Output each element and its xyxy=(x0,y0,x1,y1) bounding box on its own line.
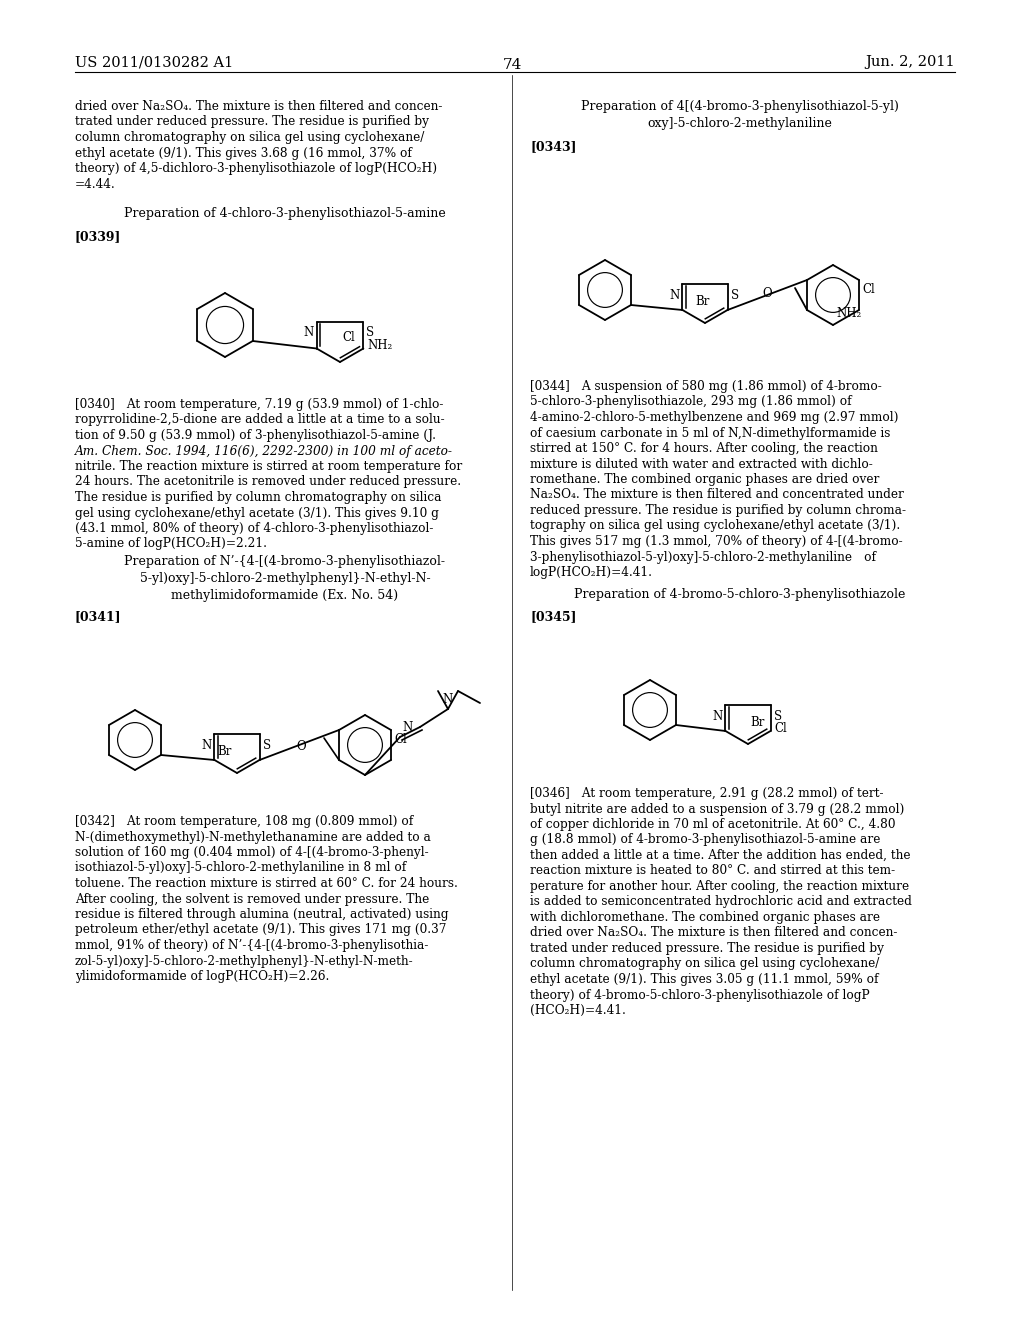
Text: isothiazol-5-yl)oxy]-5-chloro-2-methylaniline in 8 ml of: isothiazol-5-yl)oxy]-5-chloro-2-methylan… xyxy=(75,862,407,874)
Text: N: N xyxy=(303,326,313,339)
Text: theory) of 4-bromo-5-chloro-3-phenylisothiazole of logP: theory) of 4-bromo-5-chloro-3-phenylisot… xyxy=(530,989,869,1002)
Text: Preparation of 4-chloro-3-phenylisothiazol-5-amine: Preparation of 4-chloro-3-phenylisothiaz… xyxy=(124,207,445,220)
Text: residue is filtered through alumina (neutral, activated) using: residue is filtered through alumina (neu… xyxy=(75,908,449,921)
Text: logP(HCO₂H)=4.41.: logP(HCO₂H)=4.41. xyxy=(530,566,653,579)
Text: column chromatography on silica gel using cyclohexane/: column chromatography on silica gel usin… xyxy=(530,957,880,970)
Text: [0342] At room temperature, 108 mg (0.809 mmol) of: [0342] At room temperature, 108 mg (0.80… xyxy=(75,814,414,828)
Text: The residue is purified by column chromatography on silica: The residue is purified by column chroma… xyxy=(75,491,441,504)
Text: dried over Na₂SO₄. The mixture is then filtered and concen-: dried over Na₂SO₄. The mixture is then f… xyxy=(75,100,442,114)
Text: reaction mixture is heated to 80° C. and stirred at this tem-: reaction mixture is heated to 80° C. and… xyxy=(530,865,895,878)
Text: Preparation of N’-{4-[(4-bromo-3-phenylisothiazol-: Preparation of N’-{4-[(4-bromo-3-phenyli… xyxy=(125,554,445,568)
Text: (HCO₂H)=4.41.: (HCO₂H)=4.41. xyxy=(530,1005,626,1016)
Text: 5-yl)oxy]-5-chloro-2-methylphenyl}-N-ethyl-N-: 5-yl)oxy]-5-chloro-2-methylphenyl}-N-eth… xyxy=(139,572,430,585)
Text: =4.44.: =4.44. xyxy=(75,177,116,190)
Text: petroleum ether/ethyl acetate (9/1). This gives 171 mg (0.37: petroleum ether/ethyl acetate (9/1). Thi… xyxy=(75,924,446,936)
Text: Br: Br xyxy=(218,744,232,758)
Text: N: N xyxy=(202,739,212,752)
Text: of copper dichloride in 70 ml of acetonitrile. At 60° C., 4.80: of copper dichloride in 70 ml of acetoni… xyxy=(530,818,896,832)
Text: tion of 9.50 g (53.9 mmol) of 3-phenylisothiazol-5-amine (J.: tion of 9.50 g (53.9 mmol) of 3-phenylis… xyxy=(75,429,436,442)
Text: [0344] A suspension of 580 mg (1.86 mmol) of 4-bromo-: [0344] A suspension of 580 mg (1.86 mmol… xyxy=(530,380,882,393)
Text: S: S xyxy=(262,739,270,752)
Text: mixture is diluted with water and extracted with dichlo-: mixture is diluted with water and extrac… xyxy=(530,458,872,470)
Text: dried over Na₂SO₄. The mixture is then filtered and concen-: dried over Na₂SO₄. The mixture is then f… xyxy=(530,927,897,940)
Text: [0346] At room temperature, 2.91 g (28.2 mmol) of tert-: [0346] At room temperature, 2.91 g (28.2… xyxy=(530,787,884,800)
Text: US 2011/0130282 A1: US 2011/0130282 A1 xyxy=(75,55,233,69)
Text: zol-5-yl)oxy]-5-chloro-2-methylphenyl}-N-ethyl-N-meth-: zol-5-yl)oxy]-5-chloro-2-methylphenyl}-N… xyxy=(75,954,414,968)
Text: Preparation of 4-bromo-5-chloro-3-phenylisothiazole: Preparation of 4-bromo-5-chloro-3-phenyl… xyxy=(574,587,905,601)
Text: is added to semiconcentrated hydrochloric acid and extracted: is added to semiconcentrated hydrochlori… xyxy=(530,895,912,908)
Text: mmol, 91% of theory) of N’-{4-[(4-bromo-3-phenylisothia-: mmol, 91% of theory) of N’-{4-[(4-bromo-… xyxy=(75,939,428,952)
Text: S: S xyxy=(730,289,738,302)
Text: [0339]: [0339] xyxy=(75,230,122,243)
Text: of caesium carbonate in 5 ml of N,N-dimethylformamide is: of caesium carbonate in 5 ml of N,N-dime… xyxy=(530,426,891,440)
Text: Preparation of 4[(4-bromo-3-phenylisothiazol-5-yl): Preparation of 4[(4-bromo-3-phenylisothi… xyxy=(581,100,899,114)
Text: O: O xyxy=(763,286,772,300)
Text: stirred at 150° C. for 4 hours. After cooling, the reaction: stirred at 150° C. for 4 hours. After co… xyxy=(530,442,878,455)
Text: ethyl acetate (9/1). This gives 3.05 g (11.1 mmol, 59% of: ethyl acetate (9/1). This gives 3.05 g (… xyxy=(530,973,879,986)
Text: Na₂SO₄. The mixture is then filtered and concentrated under: Na₂SO₄. The mixture is then filtered and… xyxy=(530,488,904,502)
Text: N-(dimethoxymethyl)-N-methylethanamine are added to a: N-(dimethoxymethyl)-N-methylethanamine a… xyxy=(75,830,431,843)
Text: After cooling, the solvent is removed under pressure. The: After cooling, the solvent is removed un… xyxy=(75,892,429,906)
Text: [0345]: [0345] xyxy=(530,610,577,623)
Text: Cl: Cl xyxy=(342,331,354,345)
Text: [0340] At room temperature, 7.19 g (53.9 mmol) of 1-chlo-: [0340] At room temperature, 7.19 g (53.9… xyxy=(75,399,443,411)
Text: 5-amine of logP(HCO₂H)=2.21.: 5-amine of logP(HCO₂H)=2.21. xyxy=(75,537,267,550)
Text: [0341]: [0341] xyxy=(75,610,122,623)
Text: Br: Br xyxy=(750,715,764,729)
Text: Jun. 2, 2011: Jun. 2, 2011 xyxy=(865,55,955,69)
Text: then added a little at a time. After the addition has ended, the: then added a little at a time. After the… xyxy=(530,849,910,862)
Text: (43.1 mmol, 80% of theory) of 4-chloro-3-phenylisothiazol-: (43.1 mmol, 80% of theory) of 4-chloro-3… xyxy=(75,521,433,535)
Text: 74: 74 xyxy=(503,58,521,73)
Text: Cl: Cl xyxy=(862,282,874,296)
Text: 5-chloro-3-phenylisothiazole, 293 mg (1.86 mmol) of: 5-chloro-3-phenylisothiazole, 293 mg (1.… xyxy=(530,396,852,408)
Text: S: S xyxy=(367,326,375,339)
Text: perature for another hour. After cooling, the reaction mixture: perature for another hour. After cooling… xyxy=(530,880,909,894)
Text: Cl: Cl xyxy=(774,722,787,734)
Text: gel using cyclohexane/ethyl acetate (3/1). This gives 9.10 g: gel using cyclohexane/ethyl acetate (3/1… xyxy=(75,507,439,520)
Text: oxy]-5-chloro-2-methylaniline: oxy]-5-chloro-2-methylaniline xyxy=(647,117,833,129)
Text: Am. Chem. Soc. 1994, 116(6), 2292-2300) in 100 ml of aceto-: Am. Chem. Soc. 1994, 116(6), 2292-2300) … xyxy=(75,445,453,458)
Text: This gives 517 mg (1.3 mmol, 70% of theory) of 4-[(4-bromo-: This gives 517 mg (1.3 mmol, 70% of theo… xyxy=(530,535,902,548)
Text: NH₂: NH₂ xyxy=(836,308,861,319)
Text: theory) of 4,5-dichloro-3-phenylisothiazole of logP(HCO₂H): theory) of 4,5-dichloro-3-phenylisothiaz… xyxy=(75,162,437,176)
Text: tography on silica gel using cyclohexane/ethyl acetate (3/1).: tography on silica gel using cyclohexane… xyxy=(530,520,900,532)
Text: romethane. The combined organic phases are dried over: romethane. The combined organic phases a… xyxy=(530,473,880,486)
Text: methylimidoformamide (Ex. No. 54): methylimidoformamide (Ex. No. 54) xyxy=(171,589,398,602)
Text: ylimidoformamide of logP(HCO₂H)=2.26.: ylimidoformamide of logP(HCO₂H)=2.26. xyxy=(75,970,330,983)
Text: ethyl acetate (9/1). This gives 3.68 g (16 mmol, 37% of: ethyl acetate (9/1). This gives 3.68 g (… xyxy=(75,147,412,160)
Text: nitrile. The reaction mixture is stirred at room temperature for: nitrile. The reaction mixture is stirred… xyxy=(75,459,462,473)
Text: N: N xyxy=(402,721,413,734)
Text: g (18.8 mmol) of 4-bromo-3-phenylisothiazol-5-amine are: g (18.8 mmol) of 4-bromo-3-phenylisothia… xyxy=(530,833,881,846)
Text: S: S xyxy=(773,710,781,723)
Text: trated under reduced pressure. The residue is purified by: trated under reduced pressure. The resid… xyxy=(75,116,429,128)
Text: solution of 160 mg (0.404 mmol) of 4-[(4-bromo-3-phenyl-: solution of 160 mg (0.404 mmol) of 4-[(4… xyxy=(75,846,429,859)
Text: Cl: Cl xyxy=(394,733,407,746)
Text: reduced pressure. The residue is purified by column chroma-: reduced pressure. The residue is purifie… xyxy=(530,504,906,517)
Text: N: N xyxy=(713,710,723,723)
Text: toluene. The reaction mixture is stirred at 60° C. for 24 hours.: toluene. The reaction mixture is stirred… xyxy=(75,876,458,890)
Text: [0343]: [0343] xyxy=(530,140,577,153)
Text: NH₂: NH₂ xyxy=(368,339,392,352)
Text: ropyrrolidine-2,5-dione are added a little at a time to a solu-: ropyrrolidine-2,5-dione are added a litt… xyxy=(75,413,444,426)
Text: 3-phenylisothiazol-5-yl)oxy]-5-chloro-2-methylaniline of: 3-phenylisothiazol-5-yl)oxy]-5-chloro-2-… xyxy=(530,550,876,564)
Text: 24 hours. The acetonitrile is removed under reduced pressure.: 24 hours. The acetonitrile is removed un… xyxy=(75,475,461,488)
Text: N: N xyxy=(442,693,454,706)
Text: O: O xyxy=(297,741,306,752)
Text: Br: Br xyxy=(696,294,711,308)
Text: with dichloromethane. The combined organic phases are: with dichloromethane. The combined organ… xyxy=(530,911,880,924)
Text: trated under reduced pressure. The residue is purified by: trated under reduced pressure. The resid… xyxy=(530,942,884,954)
Text: butyl nitrite are added to a suspension of 3.79 g (28.2 mmol): butyl nitrite are added to a suspension … xyxy=(530,803,904,816)
Text: 4-amino-2-chloro-5-methylbenzene and 969 mg (2.97 mmol): 4-amino-2-chloro-5-methylbenzene and 969… xyxy=(530,411,898,424)
Text: column chromatography on silica gel using cyclohexane/: column chromatography on silica gel usin… xyxy=(75,131,424,144)
Text: N: N xyxy=(670,289,680,302)
